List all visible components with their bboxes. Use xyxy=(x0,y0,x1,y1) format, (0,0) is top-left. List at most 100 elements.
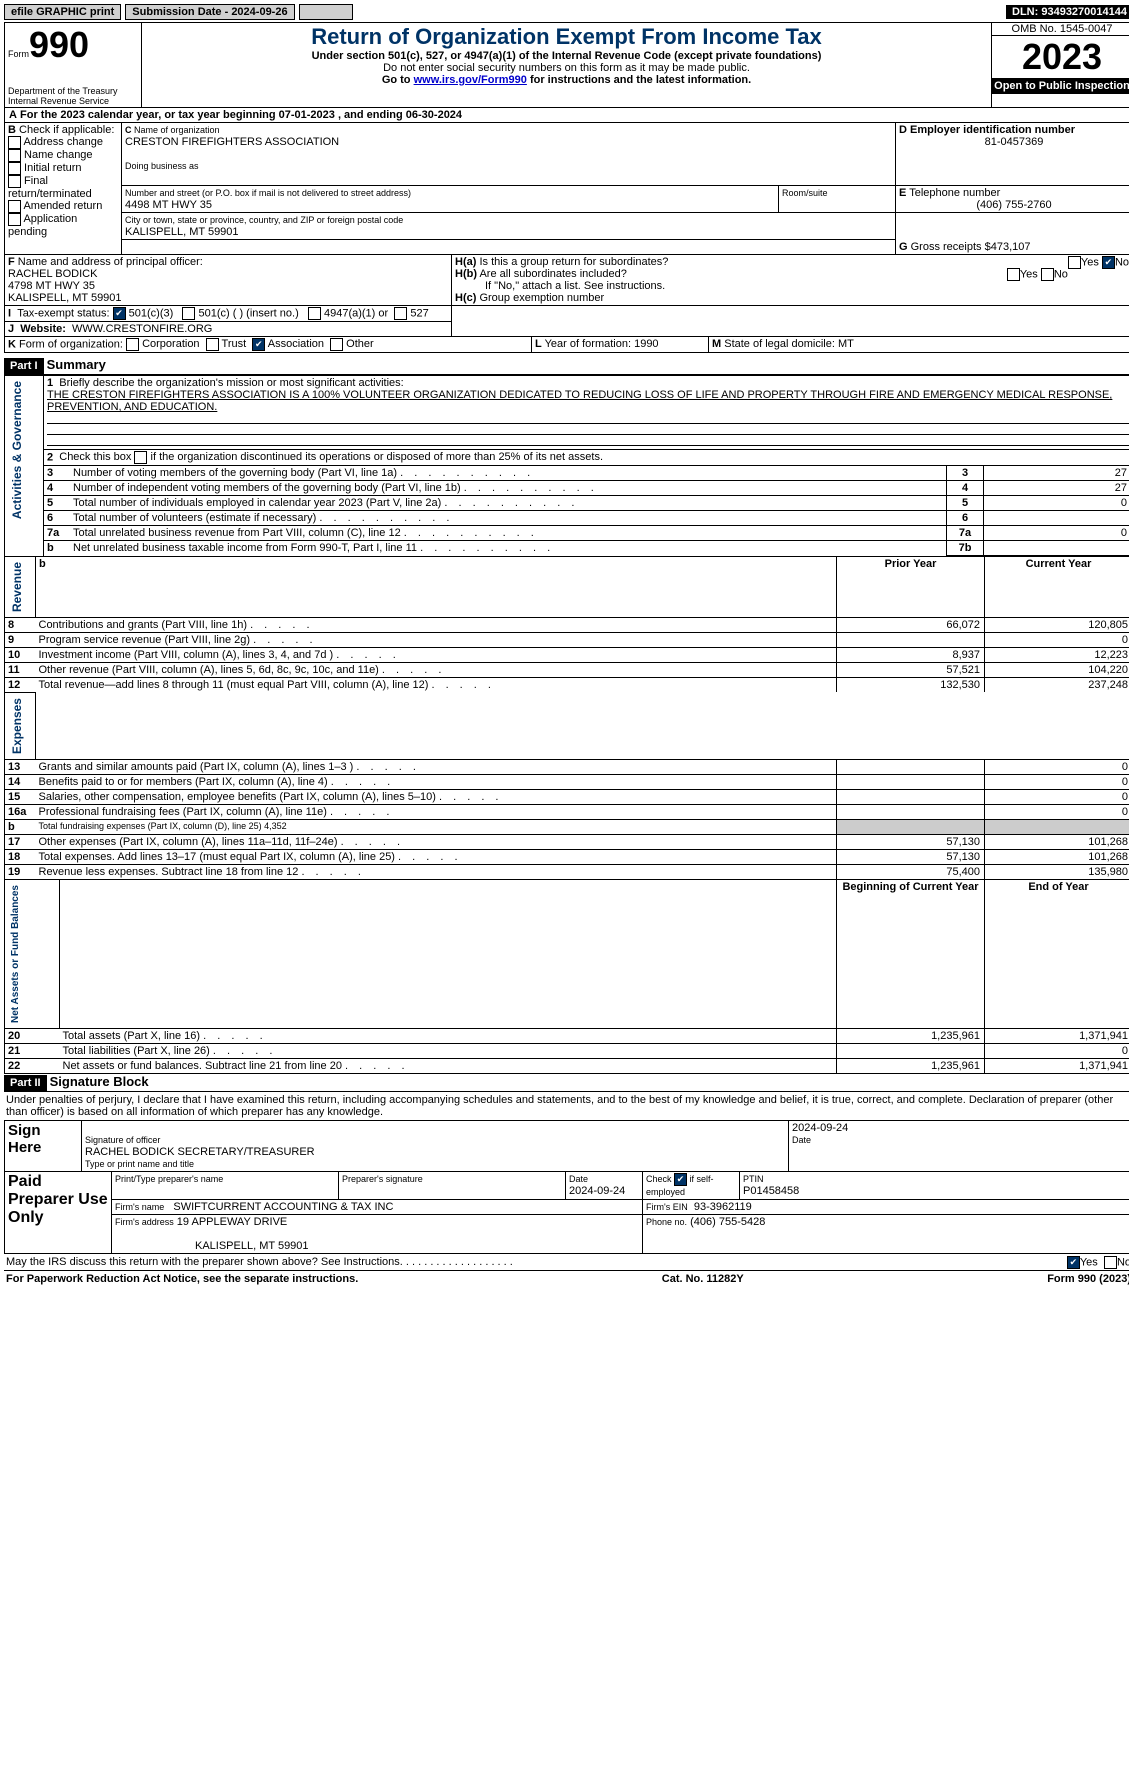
i-o2: 501(c) ( ) (insert no.) xyxy=(199,307,299,319)
dept-label: Department of the Treasury Internal Reve… xyxy=(8,86,138,106)
b-ck[interactable] xyxy=(8,162,21,175)
cat-no: Cat. No. 11282Y xyxy=(662,1273,744,1285)
side-rev: Revenue xyxy=(8,558,26,616)
i-527[interactable] xyxy=(394,307,407,320)
side-gov: Activities & Governance xyxy=(8,377,26,523)
ptin-lbl: PTIN xyxy=(743,1174,764,1184)
ptin: P01458458 xyxy=(743,1185,799,1197)
prep-name-lbl: Print/Type preparer's name xyxy=(115,1174,223,1184)
ha-no-ck[interactable]: ✔ xyxy=(1102,256,1115,269)
domicile: MT xyxy=(838,338,854,350)
i-4947[interactable] xyxy=(308,307,321,320)
ha-yes: Yes xyxy=(1081,256,1099,268)
discuss-yes-ck[interactable]: ✔ xyxy=(1067,1256,1080,1269)
blank-btn xyxy=(299,4,353,20)
firm-addr1: 19 APPLEWAY DRIVE xyxy=(177,1216,287,1228)
b-ck[interactable] xyxy=(8,200,21,213)
l2-ck[interactable] xyxy=(134,451,147,464)
subtitle-2: Do not enter social security numbers on … xyxy=(145,62,988,74)
goto-post: for instructions and the latest informat… xyxy=(527,74,751,86)
c-name-lbl: Name of organization xyxy=(134,125,220,135)
i-o1: 501(c)(3) xyxy=(129,307,174,319)
ein: 81-0457369 xyxy=(899,136,1129,148)
part2-hdr: Part II xyxy=(4,1075,47,1091)
street-lbl: Number and street (or P.O. box if mail i… xyxy=(125,188,411,198)
prep-date-lbl: Date xyxy=(569,1174,588,1184)
hb-yes: Yes xyxy=(1020,268,1038,280)
firm-ein-lbl: Firm's EIN xyxy=(646,1202,688,1212)
city-lbl: City or town, state or province, country… xyxy=(125,215,403,225)
room-lbl: Room/suite xyxy=(782,188,828,198)
firm-addr2: KALISPELL, MT 59901 xyxy=(115,1240,309,1252)
city: KALISPELL, MT 59901 xyxy=(125,226,239,238)
i-lbl: Tax-exempt status: xyxy=(17,307,109,319)
paid-title: Paid Preparer Use Only xyxy=(5,1172,112,1254)
dba-lbl: Doing business as xyxy=(125,161,199,171)
b-ck[interactable] xyxy=(8,213,21,226)
hb-yes-ck[interactable] xyxy=(1007,268,1020,281)
b-ck[interactable] xyxy=(8,136,21,149)
goto-pre: Go to xyxy=(382,74,414,86)
i-501c3[interactable]: ✔ xyxy=(113,307,126,320)
line-a: A For the 2023 calendar year, or tax yea… xyxy=(4,108,1129,122)
tax-year: 2023 xyxy=(992,36,1129,78)
pra: For Paperwork Reduction Act Notice, see … xyxy=(6,1273,358,1285)
street: 4498 MT HWY 35 xyxy=(125,199,212,211)
form-cell: Form990 Department of the Treasury Inter… xyxy=(5,23,142,108)
self-emp: Check ✔ if self-employed xyxy=(646,1174,714,1197)
subtitle-1: Under section 501(c), 527, or 4947(a)(1)… xyxy=(145,50,988,62)
sign-date: 2024-09-24 xyxy=(792,1122,848,1134)
gross-val: 473,107 xyxy=(991,241,1031,253)
hb-no-ck[interactable] xyxy=(1041,268,1054,281)
k-ck[interactable] xyxy=(206,338,219,351)
b-ck[interactable] xyxy=(8,149,21,162)
firm-lbl: Firm's name xyxy=(115,1202,164,1212)
efile-badge: efile GRAPHIC print xyxy=(4,4,121,20)
k-ck[interactable] xyxy=(330,338,343,351)
part2-title: Signature Block xyxy=(50,1074,149,1089)
k-lbl: Form of organization: xyxy=(19,338,123,350)
side-net: Net Assets or Fund Balances xyxy=(8,881,23,1027)
phone-lbl: Telephone number xyxy=(909,187,1000,199)
discuss-yes: Yes xyxy=(1080,1257,1098,1269)
year-formation: 1990 xyxy=(634,338,658,350)
date-lbl: Date xyxy=(792,1135,811,1145)
type-lbl: Type or print name and title xyxy=(85,1159,194,1169)
l1-lbl: Briefly describe the organization's miss… xyxy=(59,377,403,389)
discuss-no-ck[interactable] xyxy=(1104,1256,1117,1269)
i-o4: 527 xyxy=(410,307,428,319)
irs-link[interactable]: www.irs.gov/Form990 xyxy=(414,74,527,86)
k-ck[interactable]: ✔ xyxy=(252,338,265,351)
firm-name: SWIFTCURRENT ACCOUNTING & TAX INC xyxy=(173,1201,393,1213)
l-lbl: Year of formation: xyxy=(545,338,631,350)
i-501c[interactable] xyxy=(182,307,195,320)
hb-q: Are all subordinates included? xyxy=(479,268,626,280)
firm-phone: (406) 755-5428 xyxy=(690,1216,765,1228)
col-prior: Prior Year xyxy=(885,558,937,570)
sig-lbl: Signature of officer xyxy=(85,1135,160,1145)
officer-name: RACHEL BODICK SECRETARY/TREASURER xyxy=(85,1146,315,1158)
open-inspection: Open to Public Inspection xyxy=(992,78,1129,94)
mission: THE CRESTON FIREFIGHTERS ASSOCIATION IS … xyxy=(47,389,1112,413)
form-label: Form xyxy=(8,49,29,59)
col-curr: Current Year xyxy=(1026,558,1092,570)
box-b: B Check if applicable: Address change Na… xyxy=(5,123,122,255)
ha-q: Is this a group return for subordinates? xyxy=(479,256,668,268)
i-o3: 4947(a)(1) or xyxy=(324,307,388,319)
ha-yes-ck[interactable] xyxy=(1068,256,1081,269)
discuss-no: No xyxy=(1117,1257,1129,1269)
sign-here: Sign Here xyxy=(5,1121,82,1172)
firm-ein: 93-3962119 xyxy=(694,1201,752,1213)
omb: OMB No. 1545-0047 xyxy=(992,23,1129,36)
k-ck[interactable] xyxy=(126,338,139,351)
part1-title: Summary xyxy=(47,357,106,372)
form-foot: Form 990 (2023) xyxy=(1047,1273,1129,1285)
side-exp: Expenses xyxy=(8,694,26,758)
box-d: D Employer identification number 81-0457… xyxy=(896,123,1129,186)
form-number: 990 xyxy=(29,24,89,65)
col-end: End of Year xyxy=(1028,881,1088,893)
phone: (406) 755-2760 xyxy=(899,199,1129,211)
submission-date: Submission Date - 2024-09-26 xyxy=(125,4,294,20)
b-ck[interactable] xyxy=(8,175,21,188)
b-label: Check if applicable: xyxy=(19,124,114,136)
